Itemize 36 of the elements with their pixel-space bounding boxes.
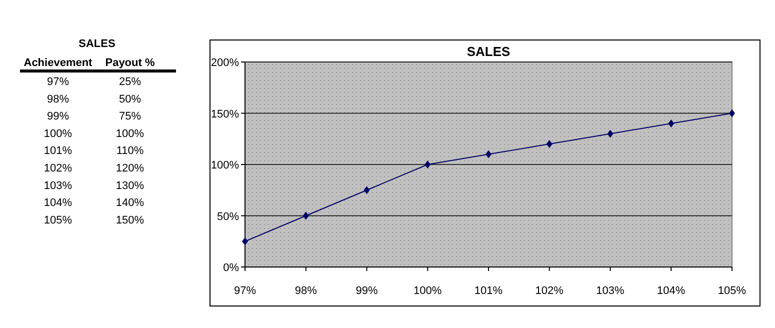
text: 130% <box>116 180 144 192</box>
category-label: 104% <box>44 197 72 210</box>
x-tick-label: 105% <box>718 285 746 297</box>
category-label: 101% <box>44 145 72 158</box>
x-tick-label: 99% <box>356 285 378 297</box>
text: Achievement <box>24 57 93 69</box>
text: 150% <box>116 214 144 226</box>
x-tick-label: 103% <box>596 285 625 297</box>
x-tick-label: 100% <box>414 285 442 297</box>
y-tick-label: 150% <box>210 108 240 120</box>
text: 120% <box>116 162 144 174</box>
category-label: 99% <box>46 110 70 123</box>
text: 50% <box>118 93 142 106</box>
text: 110% <box>116 145 144 158</box>
y-tick-label: 0% <box>223 262 240 274</box>
y-tick-label: 100% <box>210 160 240 172</box>
x-tick-label: 97% <box>234 285 256 297</box>
category-label: 103% <box>44 180 72 192</box>
text: 100% <box>116 128 144 140</box>
text: 25% <box>118 76 142 88</box>
text: 140% <box>116 197 144 210</box>
y-tick-label: 200% <box>210 57 240 69</box>
y-tick-label: 50% <box>216 210 240 223</box>
x-tick-label: 101% <box>474 285 503 297</box>
category-label: 100% <box>44 128 72 140</box>
x-tick-label: 98% <box>294 285 318 297</box>
category-label: 97% <box>46 76 70 88</box>
category-label: 102% <box>44 162 72 174</box>
category-label: 98% <box>46 93 70 106</box>
text: Payout % <box>105 57 155 69</box>
x-tick-label: 104% <box>657 285 686 297</box>
chart-title: SALES <box>466 44 510 59</box>
text: SALES <box>78 38 116 50</box>
text: 75% <box>118 110 142 123</box>
x-tick-label: 102% <box>535 285 564 297</box>
category-label: 105% <box>44 214 72 226</box>
